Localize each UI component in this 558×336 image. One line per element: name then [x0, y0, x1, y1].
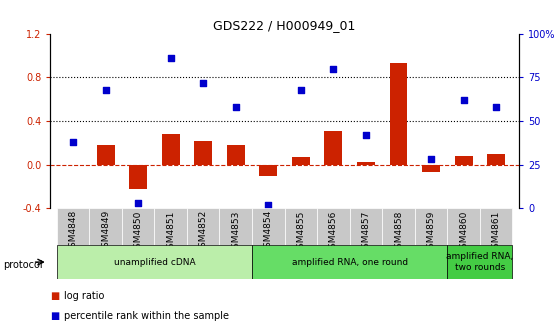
Bar [194, 140, 212, 165]
Bar [415, 208, 448, 245]
Bar [219, 208, 252, 245]
Bar [357, 163, 375, 165]
Bar [97, 145, 114, 165]
Point [329, 66, 338, 71]
Bar [455, 156, 473, 165]
Text: GSM4848: GSM4848 [69, 210, 78, 253]
Point [394, 3, 403, 8]
Point [296, 87, 305, 92]
Text: log ratio: log ratio [64, 291, 104, 301]
Point [426, 157, 435, 162]
Point [492, 104, 501, 110]
Bar [187, 208, 219, 245]
Point [101, 87, 110, 92]
Bar [448, 245, 512, 279]
Bar [324, 131, 343, 165]
Bar [317, 208, 350, 245]
Text: GSM4856: GSM4856 [329, 210, 338, 254]
Text: GSM4860: GSM4860 [459, 210, 468, 254]
Text: GSM4852: GSM4852 [199, 210, 208, 253]
Text: GSM4853: GSM4853 [231, 210, 240, 254]
Point [362, 132, 371, 138]
Text: GSM4859: GSM4859 [426, 210, 436, 254]
Point [166, 55, 175, 61]
Text: amplified RNA,
two rounds: amplified RNA, two rounds [446, 252, 513, 272]
Bar [162, 134, 180, 165]
Text: unamplified cDNA: unamplified cDNA [114, 258, 195, 266]
Text: GSM4851: GSM4851 [166, 210, 175, 254]
Title: GDS222 / H000949_01: GDS222 / H000949_01 [213, 19, 356, 33]
Point [459, 97, 468, 103]
Bar [122, 208, 155, 245]
Text: amplified RNA, one round: amplified RNA, one round [292, 258, 408, 266]
Bar [155, 208, 187, 245]
Text: GSM4861: GSM4861 [492, 210, 501, 254]
Bar [227, 145, 245, 165]
Text: GSM4854: GSM4854 [264, 210, 273, 253]
Text: GSM4849: GSM4849 [101, 210, 110, 253]
Bar [389, 63, 407, 165]
Bar [285, 208, 317, 245]
Text: ■: ■ [50, 291, 60, 301]
Point [133, 200, 142, 206]
Point [231, 104, 240, 110]
Text: GSM4858: GSM4858 [394, 210, 403, 254]
Text: percentile rank within the sample: percentile rank within the sample [64, 311, 229, 321]
Bar [292, 157, 310, 165]
Bar [448, 208, 480, 245]
Bar [57, 208, 89, 245]
Point [69, 139, 78, 144]
Bar [89, 208, 122, 245]
Bar [57, 245, 252, 279]
Point [199, 80, 208, 85]
Bar [480, 208, 512, 245]
Bar [487, 154, 505, 165]
Bar [382, 208, 415, 245]
Text: GSM4850: GSM4850 [133, 210, 143, 254]
Text: GSM4855: GSM4855 [296, 210, 305, 254]
Text: GSM4857: GSM4857 [362, 210, 371, 254]
Text: ■: ■ [50, 311, 60, 321]
Bar [350, 208, 382, 245]
Point [264, 202, 273, 208]
Bar [129, 165, 147, 189]
Text: protocol: protocol [3, 260, 42, 270]
Bar [252, 208, 285, 245]
Bar [252, 245, 448, 279]
Bar [259, 165, 277, 175]
Bar [422, 165, 440, 172]
